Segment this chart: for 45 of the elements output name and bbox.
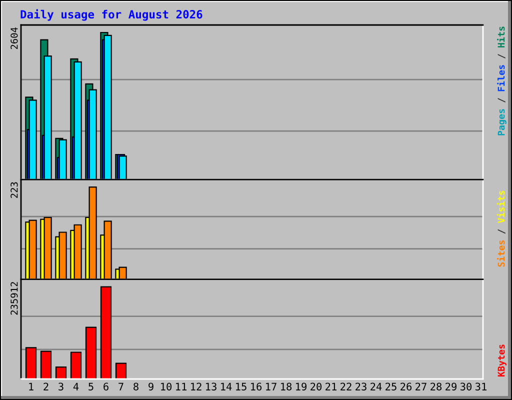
x-tick-label: 25: [386, 382, 396, 390]
x-tick-label: 10: [161, 382, 172, 390]
x-tick-label: 13: [206, 382, 216, 390]
x-tick-label: 18: [281, 382, 292, 390]
x-tick-label: 11: [176, 382, 186, 390]
x-tick-label: 2: [44, 382, 48, 390]
y2-axis-title: Sites / Visits: [497, 190, 506, 267]
x-tick-label: 24: [370, 382, 382, 390]
x-tick-label: 28: [430, 382, 442, 390]
chart-title: Daily usage for August 2026: [20, 9, 202, 21]
x-tick-label: 17: [266, 382, 276, 390]
x-tick-label: 20: [310, 382, 322, 390]
x-tick-label: 8: [134, 382, 138, 390]
text: 235912: [10, 282, 18, 315]
x-tick-label: 26: [400, 382, 412, 390]
x-tick-label: 16: [251, 382, 262, 390]
x-tick-label: 30: [460, 382, 472, 390]
bar: [115, 362, 127, 379]
x-tick-label: 29: [446, 382, 456, 390]
bar: [70, 352, 82, 379]
y2-axis-title: Pages / Files / Hits: [497, 26, 506, 136]
x-tick-label: 31: [476, 382, 486, 390]
x-tick-label: 7: [118, 382, 124, 390]
x-tick-label: 9: [148, 382, 154, 390]
bar: [100, 286, 112, 379]
x-tick-label: 19: [296, 382, 306, 390]
x-tick-label: 23: [356, 382, 366, 390]
x-tick-label: 21: [326, 382, 336, 390]
x-tick-label: 27: [416, 382, 426, 390]
bar: [55, 366, 67, 379]
text: 2604: [10, 27, 18, 50]
x-tick-label: 3: [58, 382, 64, 390]
bar: [85, 326, 97, 379]
x-tick-label: 12: [191, 382, 202, 390]
x-tick-label: 15: [236, 382, 246, 390]
x-tick-label: 1: [29, 382, 34, 390]
x-tick-label: 22: [340, 382, 352, 390]
text: 223: [10, 182, 18, 198]
x-tick-label: 5: [88, 382, 94, 390]
bar: [40, 350, 52, 379]
bar: [25, 347, 37, 379]
y2-axis-title: KBytes: [498, 344, 506, 376]
x-tick-label: 4: [73, 382, 79, 390]
x-tick-label: 6: [104, 382, 108, 390]
x-tick-label: 14: [221, 382, 232, 390]
